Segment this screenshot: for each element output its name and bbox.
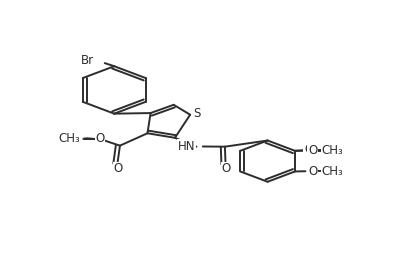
Text: O: O bbox=[304, 143, 313, 156]
Text: O: O bbox=[95, 133, 104, 146]
Text: CH₃: CH₃ bbox=[322, 165, 343, 178]
Text: CH₃: CH₃ bbox=[322, 144, 343, 157]
Text: CH₃: CH₃ bbox=[58, 132, 80, 145]
Text: Br: Br bbox=[81, 54, 94, 66]
Text: O: O bbox=[113, 162, 123, 176]
Text: O: O bbox=[95, 132, 104, 145]
Text: O: O bbox=[308, 144, 317, 157]
Text: O: O bbox=[308, 165, 317, 178]
Text: HN: HN bbox=[178, 140, 195, 153]
Text: O: O bbox=[222, 162, 231, 175]
Text: S: S bbox=[193, 107, 200, 120]
